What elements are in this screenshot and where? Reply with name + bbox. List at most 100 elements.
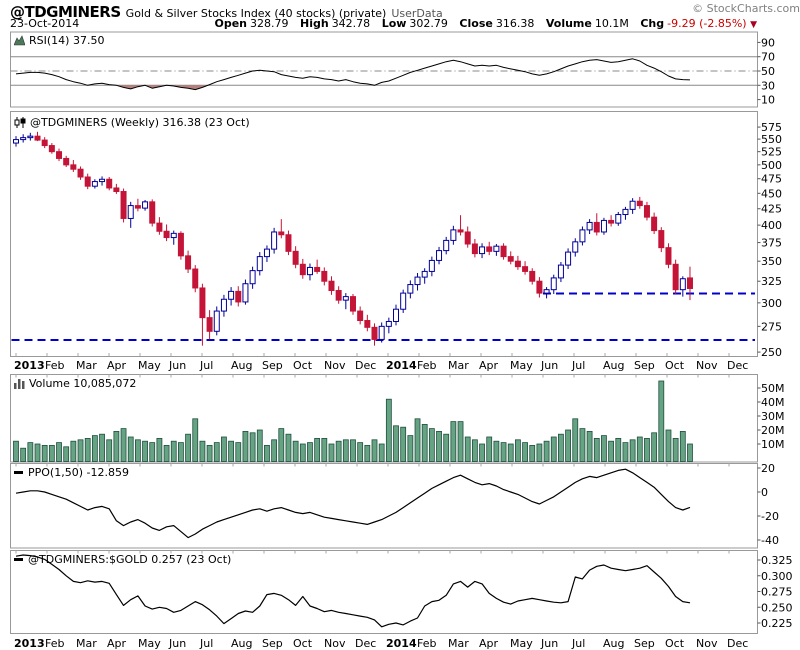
svg-text:Feb: Feb xyxy=(417,359,436,372)
svg-text:Jun: Jun xyxy=(540,637,558,650)
svg-text:-20: -20 xyxy=(761,510,779,523)
candlestick-icon xyxy=(14,117,26,128)
line-dash-icon xyxy=(14,558,23,561)
svg-text:275: 275 xyxy=(761,320,782,333)
svg-text:350: 350 xyxy=(761,255,782,268)
svg-text:0.275: 0.275 xyxy=(761,586,793,599)
svg-text:Mar: Mar xyxy=(448,637,469,650)
svg-text:Nov: Nov xyxy=(696,637,718,650)
svg-text:Feb: Feb xyxy=(417,637,436,650)
svg-text:0.300: 0.300 xyxy=(761,570,793,583)
svg-text:0.325: 0.325 xyxy=(761,554,793,567)
svg-text:0: 0 xyxy=(761,486,768,499)
chg-label: Chg xyxy=(640,17,665,30)
svg-text:Oct: Oct xyxy=(293,637,313,650)
rsi-legend: RSI(14) 37.50 xyxy=(14,34,104,47)
open-label: Open xyxy=(214,17,247,30)
svg-text:Nov: Nov xyxy=(696,359,718,372)
svg-text:May: May xyxy=(138,637,161,650)
svg-text:375: 375 xyxy=(761,237,782,250)
page-title: Gold & Silver Stocks Index (40 stocks) (… xyxy=(125,7,387,20)
svg-text:450: 450 xyxy=(761,187,782,200)
svg-text:40M: 40M xyxy=(761,396,785,409)
close-label: Close xyxy=(459,17,493,30)
svg-text:10M: 10M xyxy=(761,438,785,451)
date-axis: 2013 Feb Mar Apr May Jun Jul Aug Sep Oct Nov Dec 201… xyxy=(14,359,748,650)
ratio-legend: @TDGMINERS:$GOLD 0.257 (23 Oct) xyxy=(14,553,231,566)
svg-text:Nov: Nov xyxy=(324,359,346,372)
volume-legend: Volume 10,085,072 xyxy=(14,377,136,390)
svg-text:Jul: Jul xyxy=(199,637,213,650)
svg-text:20M: 20M xyxy=(761,424,785,437)
copyright: © StockCharts.com xyxy=(692,2,800,15)
svg-text:Nov: Nov xyxy=(324,637,346,650)
low-label: Low xyxy=(381,17,407,30)
line-dash-icon xyxy=(14,471,23,474)
ppo-legend-text: PPO(1,50) -12.859 xyxy=(28,466,129,479)
svg-text:Dec: Dec xyxy=(355,637,376,650)
svg-text:475: 475 xyxy=(761,173,782,186)
ppo-legend: PPO(1,50) -12.859 xyxy=(14,466,129,479)
svg-text:Aug: Aug xyxy=(231,359,252,372)
svg-text:Dec: Dec xyxy=(355,359,376,372)
quote-values: Open 328.79 High 342.78 Low 302.79 Close 316… xyxy=(206,17,757,30)
svg-text:2014: 2014 xyxy=(386,637,417,650)
symbol: @TDGMINERS xyxy=(10,3,121,21)
svg-text:500: 500 xyxy=(761,159,782,172)
ratio-legend-text: @TDGMINERS:$GOLD 0.257 (23 Oct) xyxy=(28,553,232,566)
svg-text:10: 10 xyxy=(761,94,775,107)
svg-text:Jun: Jun xyxy=(168,637,186,650)
svg-text:2013: 2013 xyxy=(14,359,45,372)
svg-text:70: 70 xyxy=(761,51,775,64)
svg-text:May: May xyxy=(510,637,533,650)
svg-text:Aug: Aug xyxy=(603,637,624,650)
svg-text:20: 20 xyxy=(761,462,775,475)
svg-text:575: 575 xyxy=(761,121,782,134)
svg-text:300: 300 xyxy=(761,297,782,310)
price-legend-text: @TDGMINERS (Weekly) 316.38 (23 Oct) xyxy=(30,116,250,129)
svg-text:Apr: Apr xyxy=(479,359,499,372)
low-value: 302.79 xyxy=(409,17,448,30)
price-legend: @TDGMINERS (Weekly) 316.38 (23 Oct) xyxy=(14,116,250,129)
svg-text:0.250: 0.250 xyxy=(761,601,793,614)
rsi-legend-text: RSI(14) 37.50 xyxy=(29,34,105,47)
svg-text:325: 325 xyxy=(761,275,782,288)
svg-text:50M: 50M xyxy=(761,382,785,395)
ppo-panel: 20 0 -20 -40 xyxy=(10,462,779,549)
data-source: UserData xyxy=(391,7,443,20)
svg-text:Mar: Mar xyxy=(448,359,469,372)
chg-down-arrow-icon: ▼ xyxy=(750,20,757,30)
svg-text:30: 30 xyxy=(761,79,775,92)
svg-text:Dec: Dec xyxy=(727,359,748,372)
svg-text:Apr: Apr xyxy=(107,637,127,650)
svg-text:Feb: Feb xyxy=(45,359,64,372)
svg-text:50: 50 xyxy=(761,65,775,78)
svg-text:Feb: Feb xyxy=(45,637,64,650)
svg-text:Oct: Oct xyxy=(293,359,313,372)
svg-text:-40: -40 xyxy=(761,534,779,547)
svg-text:Mar: Mar xyxy=(76,359,97,372)
svg-text:0.225: 0.225 xyxy=(761,617,793,630)
svg-text:Sep: Sep xyxy=(634,637,655,650)
volume-bars-icon xyxy=(14,379,25,389)
close-value: 316.38 xyxy=(495,17,535,30)
chg-value: -9.29 (-2.85%) xyxy=(667,17,747,30)
volume-legend-text: Volume 10,085,072 xyxy=(29,377,137,390)
svg-text:Sep: Sep xyxy=(634,359,655,372)
svg-text:Jul: Jul xyxy=(571,637,585,650)
svg-text:Mar: Mar xyxy=(76,637,97,650)
quote-row: 23-Oct-2014 Open 328.79 High 342.78 Low 302… xyxy=(10,17,790,31)
volume-value: 10.1M xyxy=(594,17,629,30)
svg-text:2014: 2014 xyxy=(386,359,417,372)
quote-date: 23-Oct-2014 xyxy=(10,17,80,30)
ratio-panel: 0.325 0.300 0.275 0.250 0.225 xyxy=(10,550,793,634)
chart-header: @TDGMINERS Gold & Silver Stocks Index (40… xyxy=(10,2,790,21)
open-value: 328.79 xyxy=(250,17,289,30)
svg-text:Jul: Jul xyxy=(199,359,213,372)
svg-text:525: 525 xyxy=(761,146,782,159)
svg-text:Jun: Jun xyxy=(168,359,186,372)
